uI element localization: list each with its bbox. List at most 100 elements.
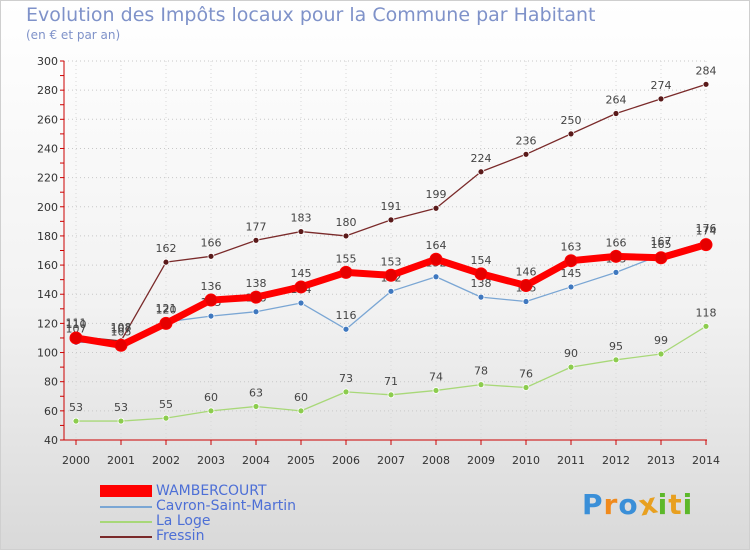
data-point-cavron-saint-martin [297,299,305,307]
x-tick-label: 2005 [287,454,315,467]
data-point-wambercourt [699,238,713,252]
data-label-wambercourt: 120 [156,303,177,316]
data-point-fressin [702,80,710,88]
data-point-la-loge [207,407,215,415]
data-label-wambercourt: 154 [471,254,492,267]
data-label-cavron-saint-martin: 107 [111,322,132,335]
data-point-fressin [252,236,260,244]
data-point-la-loge [567,363,575,371]
legend-label-la-loge: La Loge [156,513,211,529]
data-label-fressin: 199 [426,188,447,201]
data-label-wambercourt: 153 [381,255,402,268]
data-label-wambercourt: 105 [111,325,132,338]
data-label-wambercourt: 146 [516,265,537,278]
data-point-fressin [387,216,395,224]
chart-title: Evolution des Impôts locaux pour la Comm… [26,4,596,26]
x-tick-label: 2001 [107,454,135,467]
data-label-fressin: 224 [471,152,492,165]
data-point-la-loge [162,414,170,422]
data-label-fressin: 264 [606,93,627,106]
data-point-wambercourt [159,316,173,330]
data-label-la-loge: 60 [204,391,218,404]
x-tick-label: 2011 [557,454,585,467]
data-label-cavron-saint-martin: 145 [561,267,582,280]
data-point-wambercourt [294,280,308,294]
data-label-la-loge: 90 [564,347,578,360]
data-point-wambercourt [654,251,668,265]
data-point-wambercourt [249,290,263,304]
data-point-wambercourt [339,265,353,279]
data-point-la-loge [342,388,350,396]
x-tick-label: 2013 [647,454,675,467]
data-label-wambercourt: 136 [201,280,222,293]
y-tick-label: 100 [37,347,58,360]
data-label-la-loge: 53 [69,401,83,414]
data-label-fressin: 236 [516,134,537,147]
data-point-fressin [477,168,485,176]
data-label-fressin: 250 [561,114,582,127]
chart-subtitle: (en € et par an) [26,28,121,42]
data-label-la-loge: 55 [159,398,173,411]
data-point-cavron-saint-martin [522,298,530,305]
data-point-la-loge [522,384,530,391]
logo-letter: o [618,488,639,521]
x-tick-label: 2010 [512,454,540,467]
data-label-la-loge: 78 [474,365,488,378]
data-point-fressin [342,232,350,240]
data-label-la-loge: 99 [654,334,668,347]
x-tick-label: 2008 [422,454,450,467]
data-label-fressin: 191 [381,200,402,213]
logo-letter: i [682,488,694,521]
data-point-cavron-saint-martin [612,268,620,276]
data-label-cavron-saint-martin: 167 [651,235,672,248]
legend-label-fressin: Fressin [156,528,205,544]
data-label-la-loge: 95 [609,340,623,353]
data-point-cavron-saint-martin [567,283,575,291]
data-point-la-loge [297,407,305,415]
data-point-fressin [522,150,530,158]
data-label-fressin: 274 [651,79,672,92]
data-label-cavron-saint-martin: 121 [156,302,177,315]
data-point-la-loge [117,417,125,425]
logo-letter: i [657,488,669,521]
y-tick-label: 160 [37,259,58,272]
data-label-cavron-saint-martin: 176 [696,222,717,235]
data-label-la-loge: 63 [249,386,263,399]
y-tick-label: 60 [44,405,58,418]
data-point-fressin [612,110,620,117]
data-point-wambercourt [204,293,218,307]
data-label-la-loge: 71 [384,375,398,388]
data-label-wambercourt: 110 [66,318,87,331]
legend-label-wambercourt: WAMBERCOURT [156,483,267,499]
data-label-wambercourt: 164 [426,239,447,252]
x-tick-label: 2007 [377,454,405,467]
data-label-la-loge: 76 [519,368,533,381]
legend-swatch-cavron [100,506,152,508]
data-label-la-loge: 73 [339,372,353,385]
data-point-fressin [162,258,170,266]
data-point-wambercourt [384,268,398,282]
data-label-la-loge: 74 [429,370,443,383]
data-point-la-loge [387,391,395,399]
data-label-fressin: 180 [336,216,357,229]
data-label-fressin: 177 [246,220,267,233]
x-tick-label: 2000 [62,454,90,467]
data-label-cavron-saint-martin: 116 [336,309,357,322]
data-point-wambercourt [564,254,578,268]
x-tick-label: 2012 [602,454,630,467]
data-point-wambercourt [474,267,488,281]
data-label-fressin: 108 [111,321,132,334]
data-point-wambercourt [609,249,623,263]
data-point-cavron-saint-martin [207,312,215,320]
data-point-fressin [657,95,665,103]
x-tick-label: 2006 [332,454,360,467]
x-tick-label: 2003 [197,454,225,467]
data-point-wambercourt [519,278,533,292]
y-tick-label: 80 [44,376,58,389]
data-point-la-loge [612,356,620,364]
data-point-cavron-saint-martin [477,293,485,301]
data-point-fressin [297,228,305,235]
legend-swatch-fressin [100,536,152,538]
data-label-fressin: 162 [156,242,177,255]
data-label-wambercourt: 163 [561,241,582,254]
